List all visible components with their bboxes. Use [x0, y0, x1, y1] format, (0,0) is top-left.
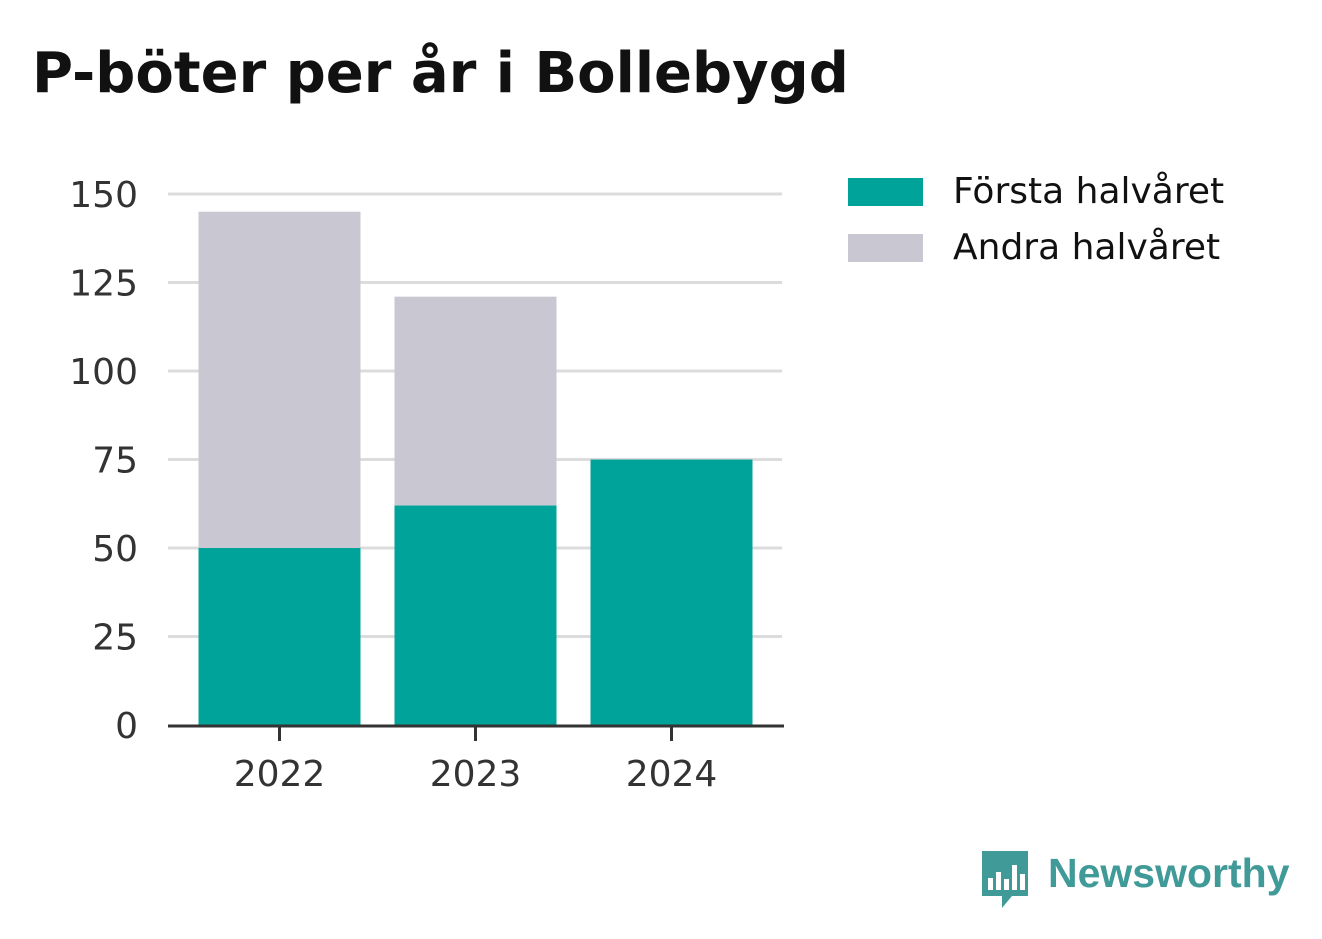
axes: 0 25 50 75 100 125 150 2022 2023 2024	[69, 175, 784, 795]
legend-swatch-andra-halvaret	[848, 234, 923, 262]
x-tick-label-2022: 2022	[234, 754, 326, 795]
y-tick-label-0: 0	[115, 706, 138, 747]
y-tick-label-75: 75	[92, 441, 138, 482]
bar-2024-series-1	[590, 459, 753, 725]
bar-2023-series-1	[394, 505, 557, 725]
bars	[198, 211, 753, 725]
y-tick-label-100: 100	[69, 352, 138, 393]
bar-2023-series-2	[394, 296, 557, 506]
chart-title: P-böter per år i Bollebygd	[32, 41, 849, 106]
bar-2022-series-2	[198, 211, 361, 548]
y-tick-label-150: 150	[69, 175, 138, 216]
y-tick-label-50: 50	[92, 529, 138, 570]
x-tick-label-2024: 2024	[626, 754, 718, 795]
newsworthy-logo-icon	[982, 851, 1028, 908]
y-tick-label-25: 25	[92, 618, 138, 659]
legend-swatch-forsta-halvaret	[848, 178, 923, 206]
y-tick-label-125: 125	[69, 264, 138, 305]
x-tick-label-2023: 2023	[430, 754, 522, 795]
bar-2022-series-1	[198, 548, 361, 725]
legend-label-andra-halvaret: Andra halvåret	[953, 227, 1221, 268]
newsworthy-logo-text: Newsworthy	[1048, 850, 1290, 896]
legend-label-forsta-halvaret: Första halvåret	[953, 171, 1225, 212]
